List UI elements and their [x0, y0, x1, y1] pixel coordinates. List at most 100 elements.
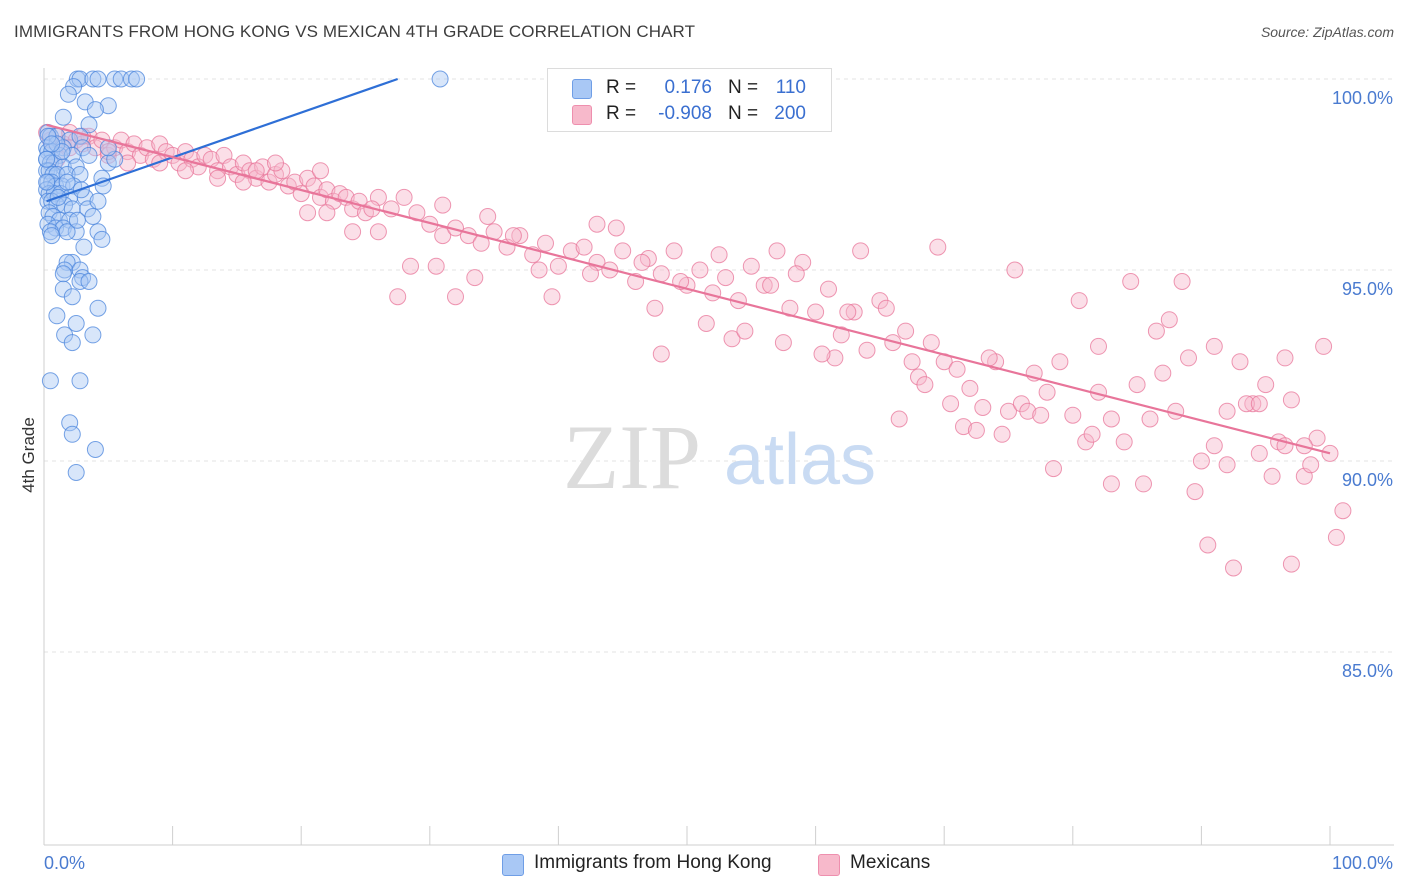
point-mexicans — [1180, 349, 1197, 367]
y-tick-label: 85.0% — [1342, 661, 1393, 681]
point-mexicans — [1225, 559, 1242, 577]
point-mexicans — [652, 265, 670, 283]
point-mexicans — [607, 219, 625, 237]
point-mexicans — [1315, 337, 1333, 355]
point-hong-kong — [112, 70, 130, 88]
point-mexicans — [1327, 528, 1345, 546]
legend-r-value: 0.176 — [664, 77, 712, 98]
point-mexicans — [119, 154, 137, 172]
point-hong-kong — [431, 70, 449, 88]
point-mexicans — [993, 425, 1011, 443]
point-hong-kong — [63, 334, 81, 352]
point-mexicans — [948, 360, 966, 378]
point-mexicans — [543, 288, 561, 306]
point-mexicans — [787, 265, 805, 283]
point-mexicans — [665, 242, 683, 260]
point-mexicans — [447, 288, 464, 306]
point-hong-kong — [106, 70, 124, 88]
point-hong-kong — [89, 223, 107, 241]
point-mexicans — [369, 223, 387, 241]
point-mexicans — [504, 227, 522, 245]
point-mexicans — [826, 349, 844, 367]
point-mexicans — [903, 353, 921, 371]
point-mexicans — [1141, 410, 1159, 428]
point-mexicans — [1064, 406, 1082, 424]
point-mexicans — [434, 227, 452, 245]
point-mexicans — [1231, 353, 1249, 371]
watermark-atlas: atlas — [724, 420, 876, 500]
point-mexicans — [1051, 353, 1069, 371]
point-mexicans — [852, 242, 870, 260]
point-mexicans — [1192, 452, 1210, 470]
point-mexicans — [267, 154, 284, 172]
point-mexicans — [209, 169, 227, 187]
point-mexicans — [877, 299, 895, 317]
point-mexicans — [1205, 437, 1223, 455]
point-mexicans — [1000, 402, 1017, 420]
point-hong-kong — [67, 464, 85, 481]
point-mexicans — [1019, 402, 1037, 420]
point-hong-kong — [43, 135, 61, 153]
point-mexicans — [1032, 406, 1050, 424]
point-mexicans — [813, 345, 831, 363]
point-mexicans — [768, 242, 786, 260]
point-mexicans — [633, 253, 651, 271]
y-axis-title: 4th Grade — [19, 417, 38, 493]
point-mexicans — [807, 303, 825, 321]
legend-r-value: -0.908 — [658, 103, 712, 124]
point-mexicans — [389, 288, 407, 306]
point-mexicans — [955, 418, 972, 436]
point-mexicans — [402, 257, 419, 275]
series-label-hong-kong: Immigrants from Hong Kong — [534, 852, 772, 873]
point-mexicans — [1160, 311, 1178, 329]
point-mexicans — [755, 276, 773, 294]
point-mexicans — [1090, 337, 1107, 355]
point-mexicans — [1263, 467, 1281, 485]
point-hong-kong — [128, 70, 146, 88]
trend-line-hong-kong — [46, 77, 399, 203]
point-mexicans — [1276, 349, 1294, 367]
point-mexicans — [646, 299, 664, 317]
point-hong-kong — [38, 150, 56, 168]
point-mexicans — [922, 334, 940, 352]
watermark: ZIP atlas — [563, 406, 876, 508]
point-mexicans — [774, 334, 792, 352]
point-mexicans — [1334, 502, 1352, 520]
point-mexicans — [820, 280, 837, 298]
point-mexicans — [1282, 555, 1300, 573]
point-mexicans — [1205, 337, 1223, 355]
point-hong-kong — [99, 97, 117, 115]
point-mexicans — [395, 188, 413, 206]
point-hong-kong — [71, 372, 89, 390]
x-tick-label-min: 0.0% — [44, 853, 85, 873]
point-mexicans — [614, 242, 632, 260]
point-mexicans — [1083, 425, 1101, 443]
point-mexicans — [466, 269, 484, 287]
point-mexicans — [177, 162, 194, 180]
point-mexicans — [710, 246, 728, 264]
point-mexicans — [427, 257, 445, 275]
point-hong-kong — [84, 326, 102, 344]
series-swatch-mexicans — [818, 854, 840, 876]
point-mexicans — [511, 227, 529, 245]
point-mexicans — [967, 421, 985, 439]
point-mexicans — [1199, 536, 1217, 554]
point-hong-kong — [84, 70, 102, 88]
point-mexicans — [1006, 261, 1024, 279]
point-hong-kong — [59, 85, 77, 103]
point-mexicans — [312, 162, 329, 180]
point-hong-kong — [80, 146, 98, 164]
point-mexicans — [1218, 402, 1236, 420]
legend-n-label: N = — [728, 77, 759, 98]
point-mexicans — [1257, 376, 1275, 394]
source-label: Source: ZipAtlas.com — [1260, 24, 1394, 40]
point-mexicans — [530, 261, 548, 279]
point-hong-kong — [38, 173, 56, 191]
point-hong-kong — [84, 208, 102, 225]
point-hong-kong — [89, 70, 107, 88]
point-hong-kong — [54, 108, 72, 126]
y-tick-label: 100.0% — [1332, 88, 1393, 108]
legend-r-label: R = — [606, 77, 637, 98]
point-mexicans — [942, 395, 960, 413]
